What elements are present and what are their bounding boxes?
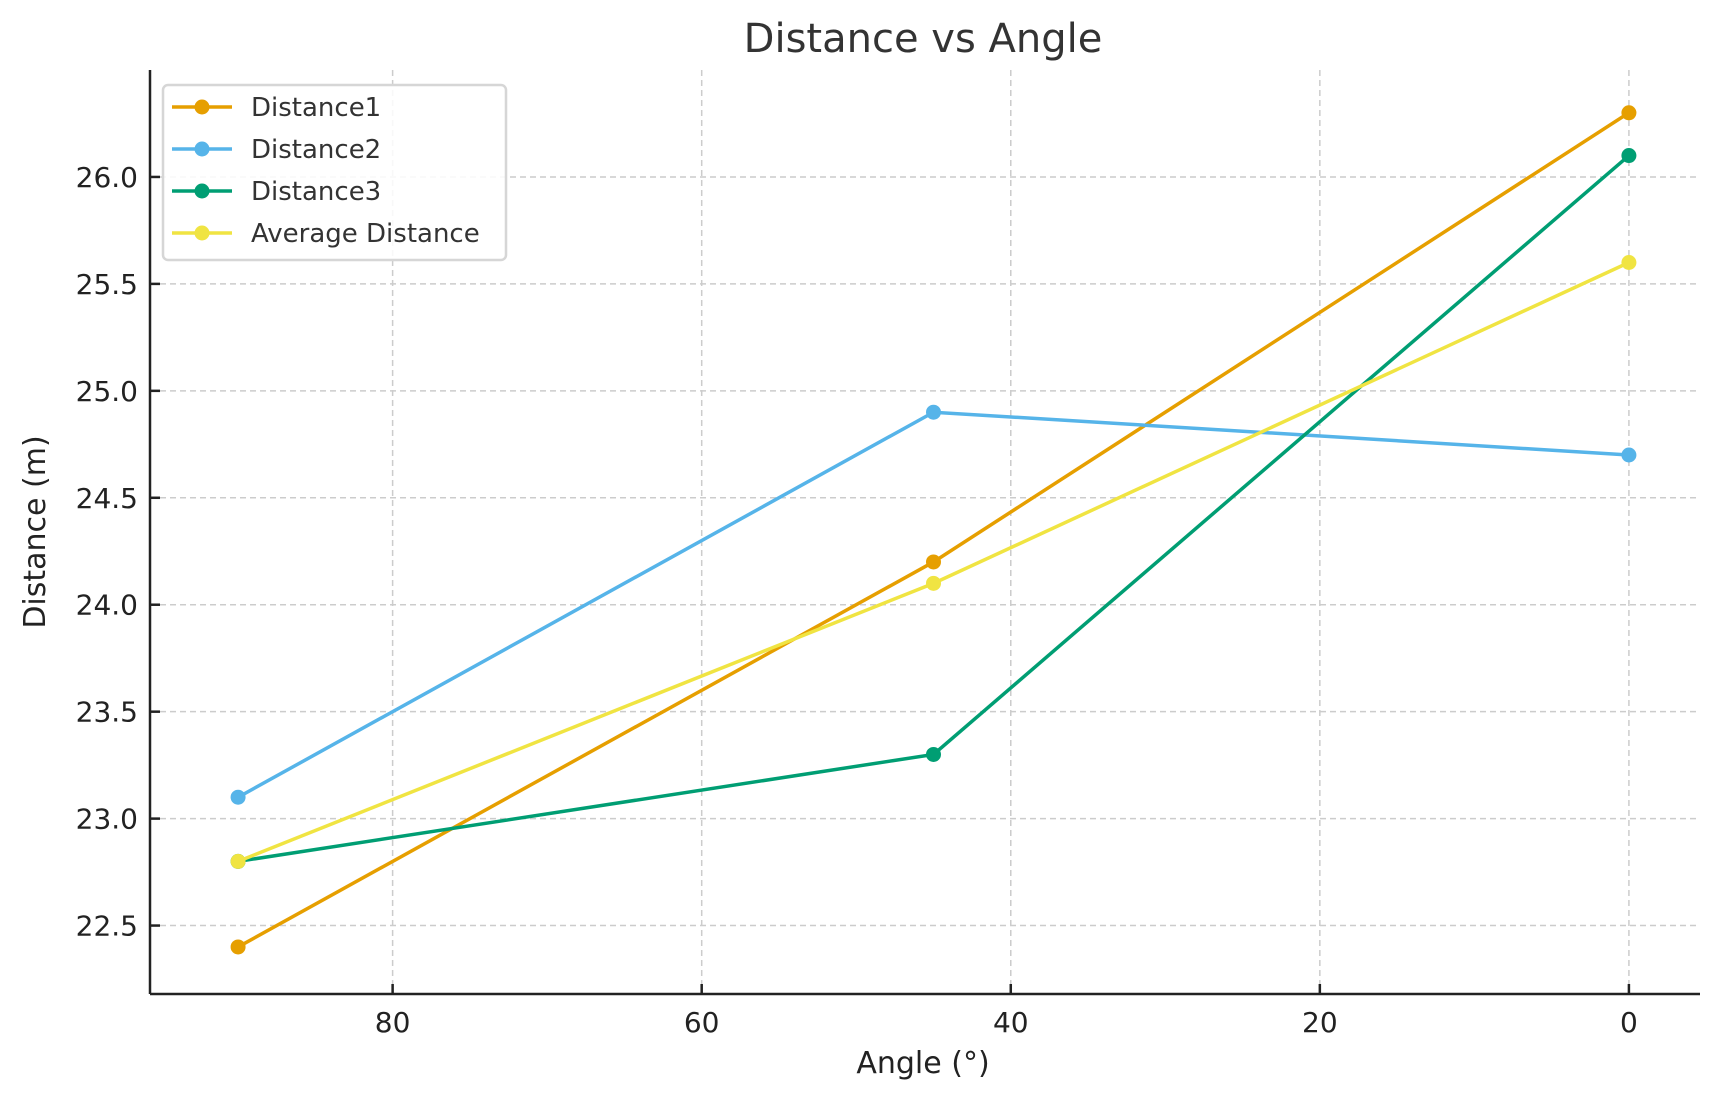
data-point [1621,148,1637,164]
y-tick-label: 23.5 [76,696,138,729]
data-point [230,939,246,955]
data-point [230,853,246,869]
legend-swatch-marker [194,141,210,157]
legend-box [161,83,508,262]
y-tick-label: 25.5 [76,268,138,301]
y-axis-label: Distance (m) [18,435,53,628]
y-tick-label: 26.0 [76,161,138,194]
series-group [230,105,1637,955]
x-axis-label: Angle (°) [856,1046,989,1081]
legend-label: Average Distance [251,219,480,249]
x-tick-label: 60 [684,1006,720,1039]
x-tick-label: 40 [993,1006,1029,1039]
chart-title: Distance vs Angle [744,16,1103,62]
data-point [925,554,941,570]
x-tick-label: 80 [375,1006,411,1039]
legend: Distance1 Distance2 Distance3 Average Dista… [161,83,508,262]
legend-label: Distance2 [251,135,381,165]
legend-label: Distance3 [251,177,381,207]
x-tick-label: 20 [1302,1006,1338,1039]
legend-swatch-marker [194,225,210,241]
data-point [1621,255,1637,270]
legend-swatch-marker [194,183,210,199]
data-point [1621,447,1637,463]
legend-label: Distance1 [251,93,381,123]
data-point [925,575,941,591]
y-tick-label: 23.0 [76,803,138,836]
data-point [230,789,246,805]
grid [150,70,1700,994]
x-tick-label: 0 [1620,1006,1638,1039]
y-tick-label: 24.0 [76,589,138,622]
y-tick-label: 25.0 [76,375,138,408]
axes: 80 60 40 20 0 22.5 23.0 23.5 24.0 24.5 25.0 25.5 26.… [76,70,1700,1039]
y-tick-label: 24.5 [76,482,138,515]
data-point [1621,105,1637,121]
data-point [925,404,941,420]
y-tick-label: 22.5 [76,910,138,943]
legend-swatch-marker [194,99,210,115]
data-point [925,746,941,762]
